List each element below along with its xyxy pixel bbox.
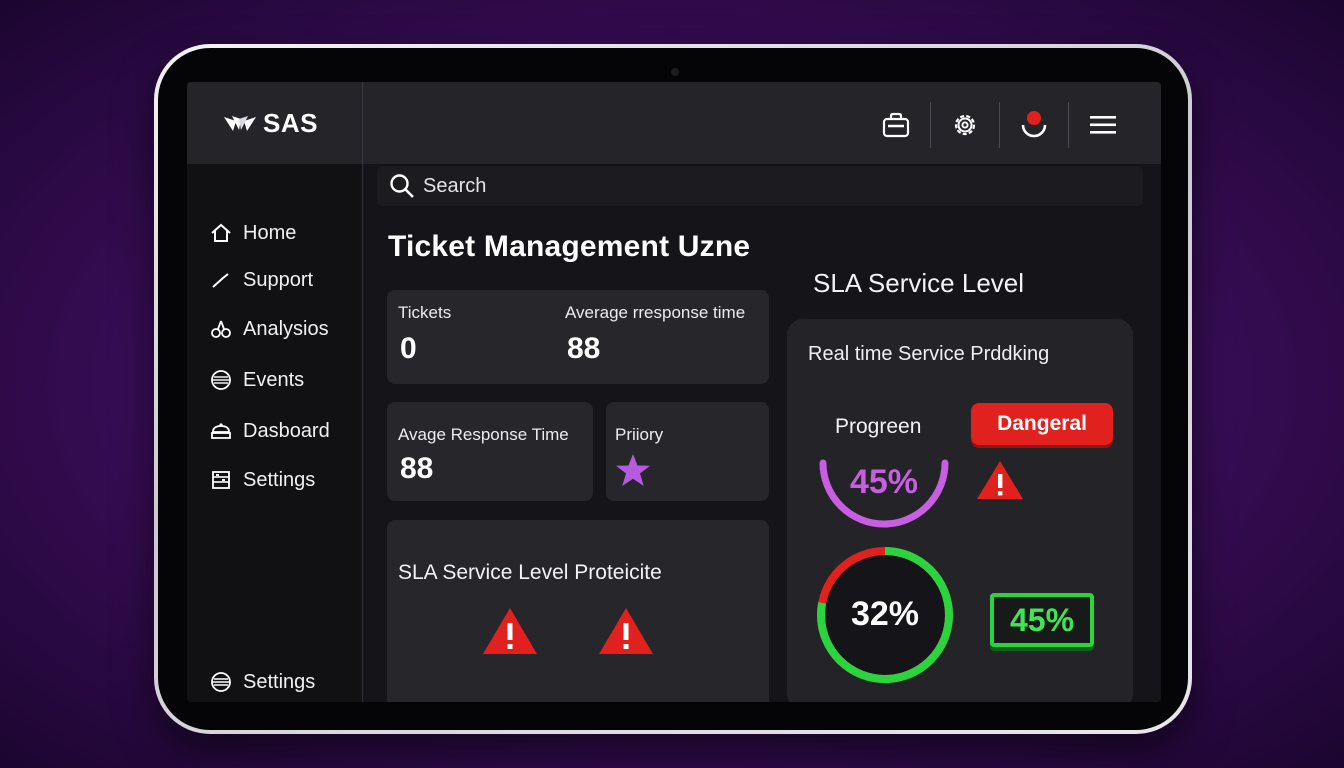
star-icon: [616, 454, 650, 486]
settings-icon: [209, 468, 233, 492]
camera-dot: [671, 68, 679, 76]
priority-label: Priiory: [615, 425, 664, 444]
progress-arc: 45%: [817, 455, 951, 535]
avg-response-value: 88: [567, 332, 601, 365]
progress-arc-value: 45%: [849, 463, 919, 501]
donut-green-segment: [817, 547, 953, 683]
notification-dot: [1027, 111, 1041, 125]
sidebar: Home Support Analysios: [187, 164, 363, 702]
donut-value: 32%: [850, 595, 920, 633]
search-input[interactable]: Search: [377, 166, 1143, 206]
top-bar-actions: [878, 102, 1121, 148]
sidebar-item-label: Settings: [243, 670, 316, 693]
danger-badge[interactable]: Dangeral: [971, 403, 1113, 445]
sla-protect-card[interactable]: SLA Service Level Proteicite: [387, 520, 769, 702]
brand-name: SAS: [263, 107, 318, 138]
search-label: Search: [423, 174, 487, 197]
sidebar-item-label: Home: [243, 221, 297, 244]
response-time-value: 88: [400, 452, 434, 485]
dashboard-icon: [209, 419, 233, 443]
tablet-frame: SAS: [154, 44, 1192, 734]
response-time-label: Avage Response Time: [398, 425, 569, 444]
sidebar-item-support[interactable]: Support: [209, 265, 313, 295]
briefcase-icon[interactable]: [878, 107, 914, 143]
avg-response-label: Average rresponse time: [565, 303, 746, 322]
hamburger-menu-icon[interactable]: [1085, 107, 1121, 143]
events-icon: [209, 368, 233, 392]
warning-icon: [977, 461, 1023, 499]
top-bar: SAS: [187, 82, 1161, 164]
sidebar-item-home[interactable]: Home: [209, 218, 296, 248]
sidebar-item-label: Settings: [243, 468, 316, 491]
sla-heading: SLA Service Level: [813, 268, 1025, 298]
progress-label: Progreen: [835, 415, 922, 438]
tickets-value: 0: [400, 332, 417, 365]
sidebar-item-settings-bottom[interactable]: Settings: [209, 667, 315, 697]
brand-wing-icon: [224, 116, 256, 131]
support-icon: [209, 268, 233, 292]
top-bar-divider: [999, 102, 1000, 148]
sidebar-item-label: Analysios: [243, 317, 329, 340]
tickets-label: Tickets: [398, 303, 452, 322]
sidebar-item-label: Support: [243, 268, 314, 291]
progress-arc-shape: [819, 459, 949, 528]
home-icon: [209, 221, 233, 245]
donut-chart: 32%: [815, 545, 955, 685]
top-bar-divider: [930, 102, 931, 148]
warning-icon: [483, 608, 537, 654]
settings-icon: [209, 670, 233, 694]
donut-ring: [817, 547, 953, 683]
analytics-icon: [209, 317, 233, 341]
page-title: Ticket Management Uzne: [388, 230, 751, 263]
brand-logo[interactable]: SAS: [187, 82, 363, 164]
sidebar-item-label: Events: [243, 368, 305, 391]
sidebar-item-settings[interactable]: Settings: [209, 465, 315, 495]
sidebar-item-label: Dasboard: [243, 419, 330, 442]
top-bar-divider: [1068, 102, 1069, 148]
sidebar-item-events[interactable]: Events: [209, 365, 304, 395]
warning-icon: [599, 608, 653, 654]
app-screen: SAS: [187, 82, 1161, 702]
sla-panel: Real time Service Prddking Progreen Dang…: [787, 319, 1133, 702]
response-time-card[interactable]: Avage Response Time 88: [387, 402, 593, 501]
gear-icon[interactable]: [947, 107, 983, 143]
sidebar-item-dashboard[interactable]: Dasboard: [209, 416, 330, 446]
stats-card[interactable]: Tickets 0 Average rresponse time 88: [387, 290, 769, 384]
priority-card[interactable]: Priiory: [606, 402, 769, 501]
tablet-bezel: SAS: [158, 48, 1188, 730]
sla-protect-label: SLA Service Level Proteicite: [398, 561, 662, 584]
green-badge: 45%: [990, 593, 1094, 647]
realtime-title: Real time Service Prddking: [808, 343, 1050, 365]
search-icon: [390, 174, 414, 198]
sidebar-item-analytics[interactable]: Analysios: [209, 314, 329, 344]
user-alert-icon[interactable]: [1016, 107, 1052, 143]
